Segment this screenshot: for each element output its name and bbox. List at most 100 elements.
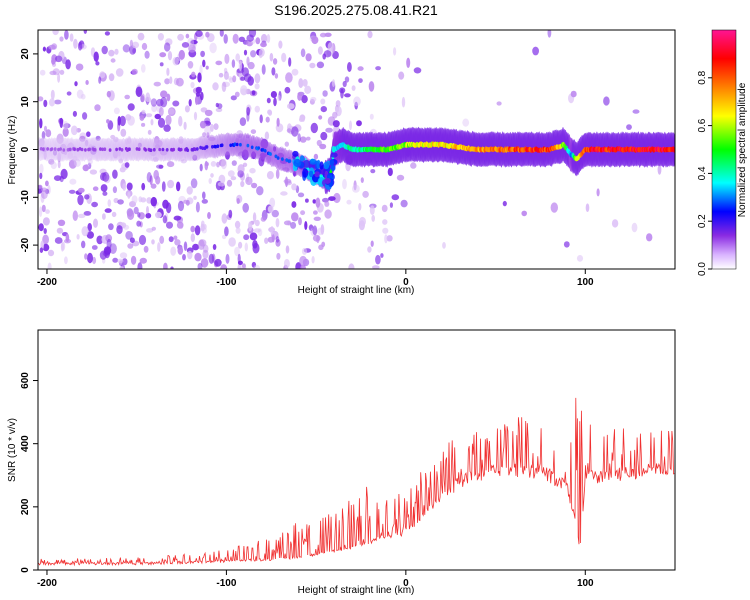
spectrogram-noise-blob [358,78,363,83]
spectrogram-noise-blob [59,36,64,42]
spectrogram-noise-blob [82,112,88,120]
spectrogram-noise-blob [62,127,69,137]
ridge-core [281,157,284,161]
spectrogram-noise-blob [585,203,590,212]
spectrogram-noise-blob [215,60,223,66]
spectrogram-noise-blob [321,241,326,247]
spectrogram-noise-blob [342,80,347,88]
spectrogram-noise-blob [125,114,132,121]
spectrogram-noise-blob [57,219,66,226]
spectrogram-noise-blob [177,246,184,255]
spectrogram-noise-blob [127,243,134,249]
spectrogram-noise-blob [285,72,293,83]
spectrogram-noise-blob [94,104,101,112]
ridge-core [78,147,82,151]
spectrogram-x-ticks: -200 -100 0 100 [37,269,594,288]
spectrogram-noise-blob [194,225,201,236]
spectrogram-noise-blob [185,33,190,39]
spectrogram-noise-blob [76,234,80,240]
spectrogram-noise-blob [245,176,253,186]
spectrogram-noise-blob [166,221,173,229]
spectrogram-noise-blob [155,175,161,185]
spectrogram-noise-blob [83,211,92,216]
spectrogram-noise-blob [218,72,224,78]
spectrogram-noise-blob [193,195,197,200]
spectrogram-noise-blob [219,30,224,37]
spectrogram-y-tick-label: -20 [20,237,31,252]
ridge-blob [319,161,324,170]
spectrogram-noise-blob [200,220,205,228]
spectrogram-noise-blob [202,249,209,259]
spectrogram-noise-blob [234,220,241,229]
spectrogram-noise-blob [190,233,195,243]
spectrogram-noise-blob [84,194,90,200]
spectrogram-noise-blob [77,187,85,193]
ridge-core [263,149,267,153]
spectrogram-noise-blob [104,31,110,36]
spectrogram-noise-blob [367,30,373,39]
spectrogram-noise-blob [133,206,139,215]
spectrogram-noise-blob [91,201,98,208]
spectrogram-noise-blob [161,181,166,192]
spectrogram-noise-blob [141,182,146,191]
spectrogram-noise-blob [631,222,638,233]
spectrogram-noise-blob [185,199,190,206]
spectrogram-noise-blob [256,186,264,196]
ridge-core [288,159,292,163]
spectrogram-noise-blob [129,201,136,208]
spectrogram-noise-blob [199,64,203,75]
spectrogram-noise-blob [238,60,243,72]
spectrogram-noise-blob [258,49,263,59]
spectrogram-noise-blob [360,177,364,184]
spectrogram-noise-blob [275,236,280,243]
spectrogram-noise-blob [146,172,152,183]
spectrogram-noise-blob [202,191,206,200]
spectrogram-noise-blob [129,237,135,243]
ridge-core [269,152,272,156]
spectrogram-noise-blob [167,51,173,61]
spectrogram-noise-blob [52,30,59,36]
spectrogram-noise-blob [305,198,309,203]
spectrogram-noise-blob [339,87,346,94]
spectrogram-noise-blob [57,160,61,169]
spectrogram-noise-blob [270,226,274,235]
spectrogram-noise-blob [150,98,157,107]
spectrogram-ridge [38,126,675,195]
spectrogram-noise-blob [77,213,86,219]
colorbar-tick-label: 0.2 [697,214,708,228]
spectrogram-noise-blob [267,205,274,213]
spectrogram-noise-blob [496,101,502,106]
spectrogram-noise-blob [576,255,584,262]
spectrogram-noise-blob [244,242,248,252]
spectrogram-noise-blob [63,123,71,129]
spectrogram-noise-blob [221,81,227,93]
ridge-core [285,158,289,162]
ridge-core [59,147,62,151]
spectrogram-noise-blob [320,106,327,113]
spectrogram-noise-blob [104,208,112,213]
spectrogram-noise-blob [210,161,217,167]
spectrogram-noise-blob [39,69,46,76]
spectrogram-noise-blob [154,113,162,120]
spectrogram-noise-blob [51,57,56,65]
spectrogram-noise-blob [521,210,527,217]
spectrogram-noise-blob [74,81,78,87]
spectrogram-noise-blob [342,178,347,190]
spectrogram-noise-blob [370,169,376,174]
spectrogram-noise-blob [207,212,211,219]
spectrogram-noise-blob [137,32,145,41]
spectrogram-noise-blob [332,111,338,119]
spectrogram-noise-blob [225,253,230,264]
spectrogram-noise-blob [226,179,233,187]
spectrogram-noise-blob [382,219,388,225]
spectrogram-noise-blob [119,252,128,259]
ridge-core [42,147,45,151]
spectrogram-noise-blob [216,161,220,168]
ridge-core [257,146,261,150]
spectrogram-noise-blob [358,220,365,231]
spectrogram-noise-blob [300,210,306,216]
spectrogram-noise-blob [353,96,361,107]
spectrogram-y-tick-label: 10 [20,96,31,108]
spectrogram-noise-blob [106,238,112,250]
spectrogram-noise-blob [247,61,255,70]
